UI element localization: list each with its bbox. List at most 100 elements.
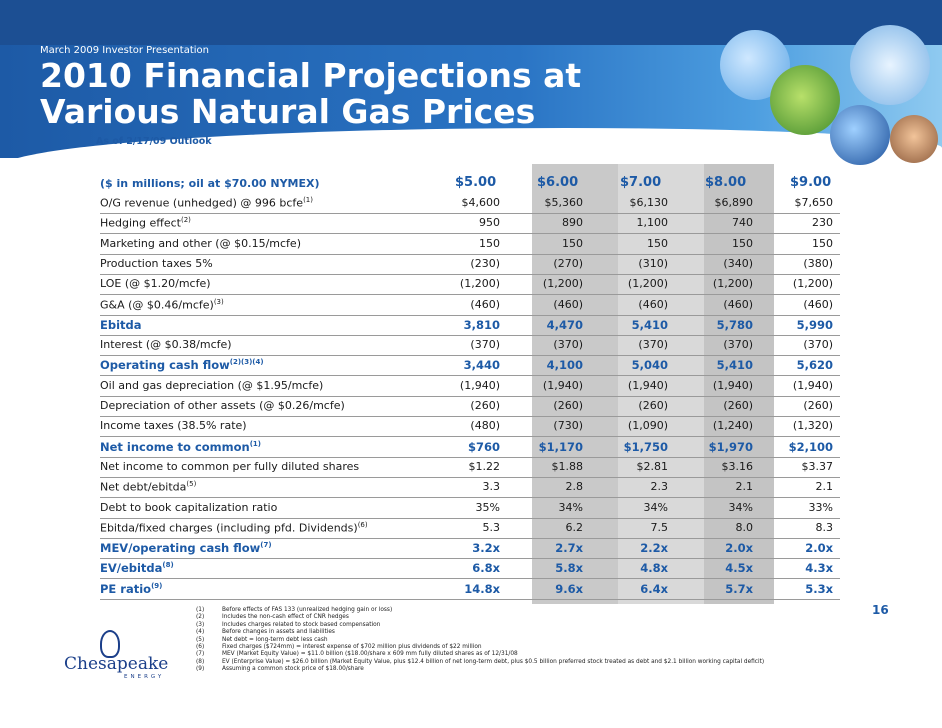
cell-value: 2.1 bbox=[815, 480, 834, 494]
cell-value: $1,970 bbox=[708, 439, 753, 454]
footnote-ref: (7) bbox=[260, 541, 272, 550]
row-label: Marketing and other (@ $0.15/mcfe) bbox=[100, 237, 301, 250]
column-shade-5 bbox=[453, 164, 532, 604]
cell-value: 3,440 bbox=[463, 358, 500, 373]
table-row: Depreciation of other assets (@ $0.26/mc… bbox=[100, 395, 840, 417]
table-unit-label: ($ in millions; oil at $70.00 NYMEX) bbox=[100, 177, 320, 190]
row-label: Hedging effect(2) bbox=[100, 216, 191, 230]
footnote-text: Net debt = long-term debt less cash bbox=[222, 636, 328, 643]
table-row: Oil and gas depreciation (@ $1.95/mcfe) (… bbox=[100, 375, 840, 397]
trees-photo bbox=[770, 65, 840, 135]
footnote-ref: (9) bbox=[151, 581, 163, 590]
footnote-ref: (2)(3)(4) bbox=[229, 358, 264, 367]
cell-value: 740 bbox=[732, 216, 753, 230]
page-subtitle: As of 2/17/09 Outlook bbox=[96, 136, 212, 147]
table-row: PE ratio(9) 14.8x 9.6x 6.4x 5.7x 5.3x bbox=[100, 578, 840, 600]
row-label-text: PE ratio bbox=[100, 581, 152, 596]
cell-value: $6,890 bbox=[714, 196, 754, 209]
table-row: Hedging effect(2) 950 890 1,100 740 230 bbox=[100, 212, 840, 235]
cell-value: (1,200) bbox=[542, 277, 583, 291]
earth-photo bbox=[830, 105, 890, 165]
cell-value: (1,940) bbox=[459, 378, 500, 392]
row-label: Depreciation of other assets (@ $0.26/mc… bbox=[100, 399, 345, 412]
row-label-text: LOE (@ $1.20/mcfe) bbox=[100, 277, 211, 291]
row-label-text: Operating cash flow bbox=[100, 358, 230, 373]
cell-value: 950 bbox=[479, 216, 500, 230]
cell-value: 6.2 bbox=[565, 520, 584, 534]
cell-value: 150 bbox=[647, 236, 668, 250]
cell-value: $3.16 bbox=[721, 459, 754, 473]
cell-value: (260) bbox=[553, 399, 583, 412]
cell-value: (1,320) bbox=[792, 419, 833, 433]
table-row: Marketing and other (@ $0.15/mcfe) 150 150… bbox=[100, 233, 840, 255]
cell-value: (380) bbox=[803, 256, 833, 270]
row-label-text: Net income to common per fully diluted s… bbox=[100, 459, 360, 473]
cell-value: 33% bbox=[808, 500, 833, 514]
row-label-text: Net debt/ebitda bbox=[100, 480, 187, 494]
cell-value: 4,470 bbox=[546, 317, 583, 332]
cell-value: 2.2x bbox=[640, 541, 668, 556]
cell-value: $1.22 bbox=[468, 459, 501, 473]
footnote-item: (9) Assuming a common stock price of $18.… bbox=[196, 666, 764, 673]
table-row: Net income to common(1) $760 $1,170 $1,750 $… bbox=[100, 436, 840, 458]
price-header-5: $5.00 bbox=[455, 175, 497, 190]
row-label: Interest (@ $0.38/mcfe) bbox=[100, 338, 232, 351]
cell-value: 2.0x bbox=[725, 541, 753, 556]
footnote-key: (9) bbox=[196, 666, 205, 673]
row-label: O/G revenue (unhedged) @ 996 bcfe(1) bbox=[100, 196, 313, 210]
logo-name: Chesapeake bbox=[64, 654, 169, 674]
table-row: Ebitda/fixed charges (including pfd. Div… bbox=[100, 517, 840, 539]
table-row: Operating cash flow(2)(3)(4) 3,440 4,100 5,… bbox=[100, 354, 840, 377]
footnote-ref: (2) bbox=[181, 216, 191, 225]
cell-value: 5,990 bbox=[796, 317, 833, 332]
cell-value: 230 bbox=[812, 216, 833, 230]
footnote-ref: (5) bbox=[186, 480, 197, 489]
cell-value: $760 bbox=[467, 439, 500, 454]
row-label: EV/ebitda(8) bbox=[100, 561, 174, 575]
cell-value: 5.3x bbox=[805, 581, 833, 596]
cell-value: $1.88 bbox=[551, 459, 584, 473]
table-row: MEV/operating cash flow(7) 3.2x 2.7x 2.2x 2.… bbox=[100, 537, 840, 560]
cell-value: (460) bbox=[723, 297, 753, 311]
row-label: Net debt/ebitda(5) bbox=[100, 480, 196, 494]
banner-top-stripe bbox=[0, 0, 942, 45]
flame-icon bbox=[100, 630, 120, 658]
decorative-photo-collage bbox=[700, 20, 940, 165]
table-row: Net income to common per fully diluted s… bbox=[100, 456, 840, 478]
footnote-item: (3) Includes charges related to stock bas… bbox=[196, 622, 764, 629]
row-label-text: G&A (@ $0.46/mcfe) bbox=[100, 298, 214, 312]
table-row: Net debt/ebitda(5) 3.3 2.8 2.3 2.1 2.1 bbox=[100, 476, 840, 499]
table-row: Interest (@ $0.38/mcfe) (370) (370) (370) (3… bbox=[100, 334, 840, 357]
cell-value: (260) bbox=[723, 399, 753, 412]
row-label-text: Interest (@ $0.38/mcfe) bbox=[100, 338, 232, 352]
cell-value: (260) bbox=[803, 399, 833, 412]
cell-value: 890 bbox=[562, 216, 583, 230]
price-header-9: $9.00 bbox=[790, 175, 832, 190]
cell-value: 1,100 bbox=[636, 216, 669, 230]
footnote-text: Includes the non-cash effect of CNR hedg… bbox=[222, 614, 349, 621]
cell-value: 3,810 bbox=[463, 317, 500, 332]
cell-value: (730) bbox=[553, 419, 583, 433]
cell-value: 5,410 bbox=[716, 358, 753, 373]
row-label-text: Ebitda bbox=[100, 317, 142, 332]
table-row: Ebitda 3,810 4,470 5,410 5,780 5,990 bbox=[100, 314, 840, 336]
cell-value: 5.7x bbox=[725, 581, 753, 596]
cell-value: 5,780 bbox=[716, 317, 753, 332]
row-label: Production taxes 5% bbox=[100, 257, 213, 270]
table-row: G&A (@ $0.46/mcfe)(3) (460) (460) (460) (460… bbox=[100, 294, 840, 316]
cell-value: 3.3 bbox=[482, 480, 501, 494]
cell-value: $2,100 bbox=[788, 439, 833, 454]
rig-photo bbox=[850, 25, 930, 105]
row-label: Ebitda/fixed charges (including pfd. Div… bbox=[100, 521, 368, 535]
cell-value: 8.3 bbox=[815, 520, 834, 534]
table-row: Debt to book capitalization ratio 35% 34% 3… bbox=[100, 497, 840, 519]
footnote-text: EV (Enterprise Value) = $26.0 billion (M… bbox=[222, 658, 765, 665]
cell-value: 35% bbox=[475, 500, 500, 514]
footnote-key: (1) bbox=[196, 607, 205, 613]
table-row: O/G revenue (unhedged) @ 996 bcfe(1) $4,6… bbox=[100, 192, 840, 214]
cell-value: 150 bbox=[562, 236, 583, 250]
cell-value: 9.6x bbox=[555, 581, 583, 596]
cell-value: 4.8x bbox=[640, 561, 668, 576]
page-number: 16 bbox=[872, 603, 889, 617]
cell-value: 150 bbox=[479, 236, 500, 250]
